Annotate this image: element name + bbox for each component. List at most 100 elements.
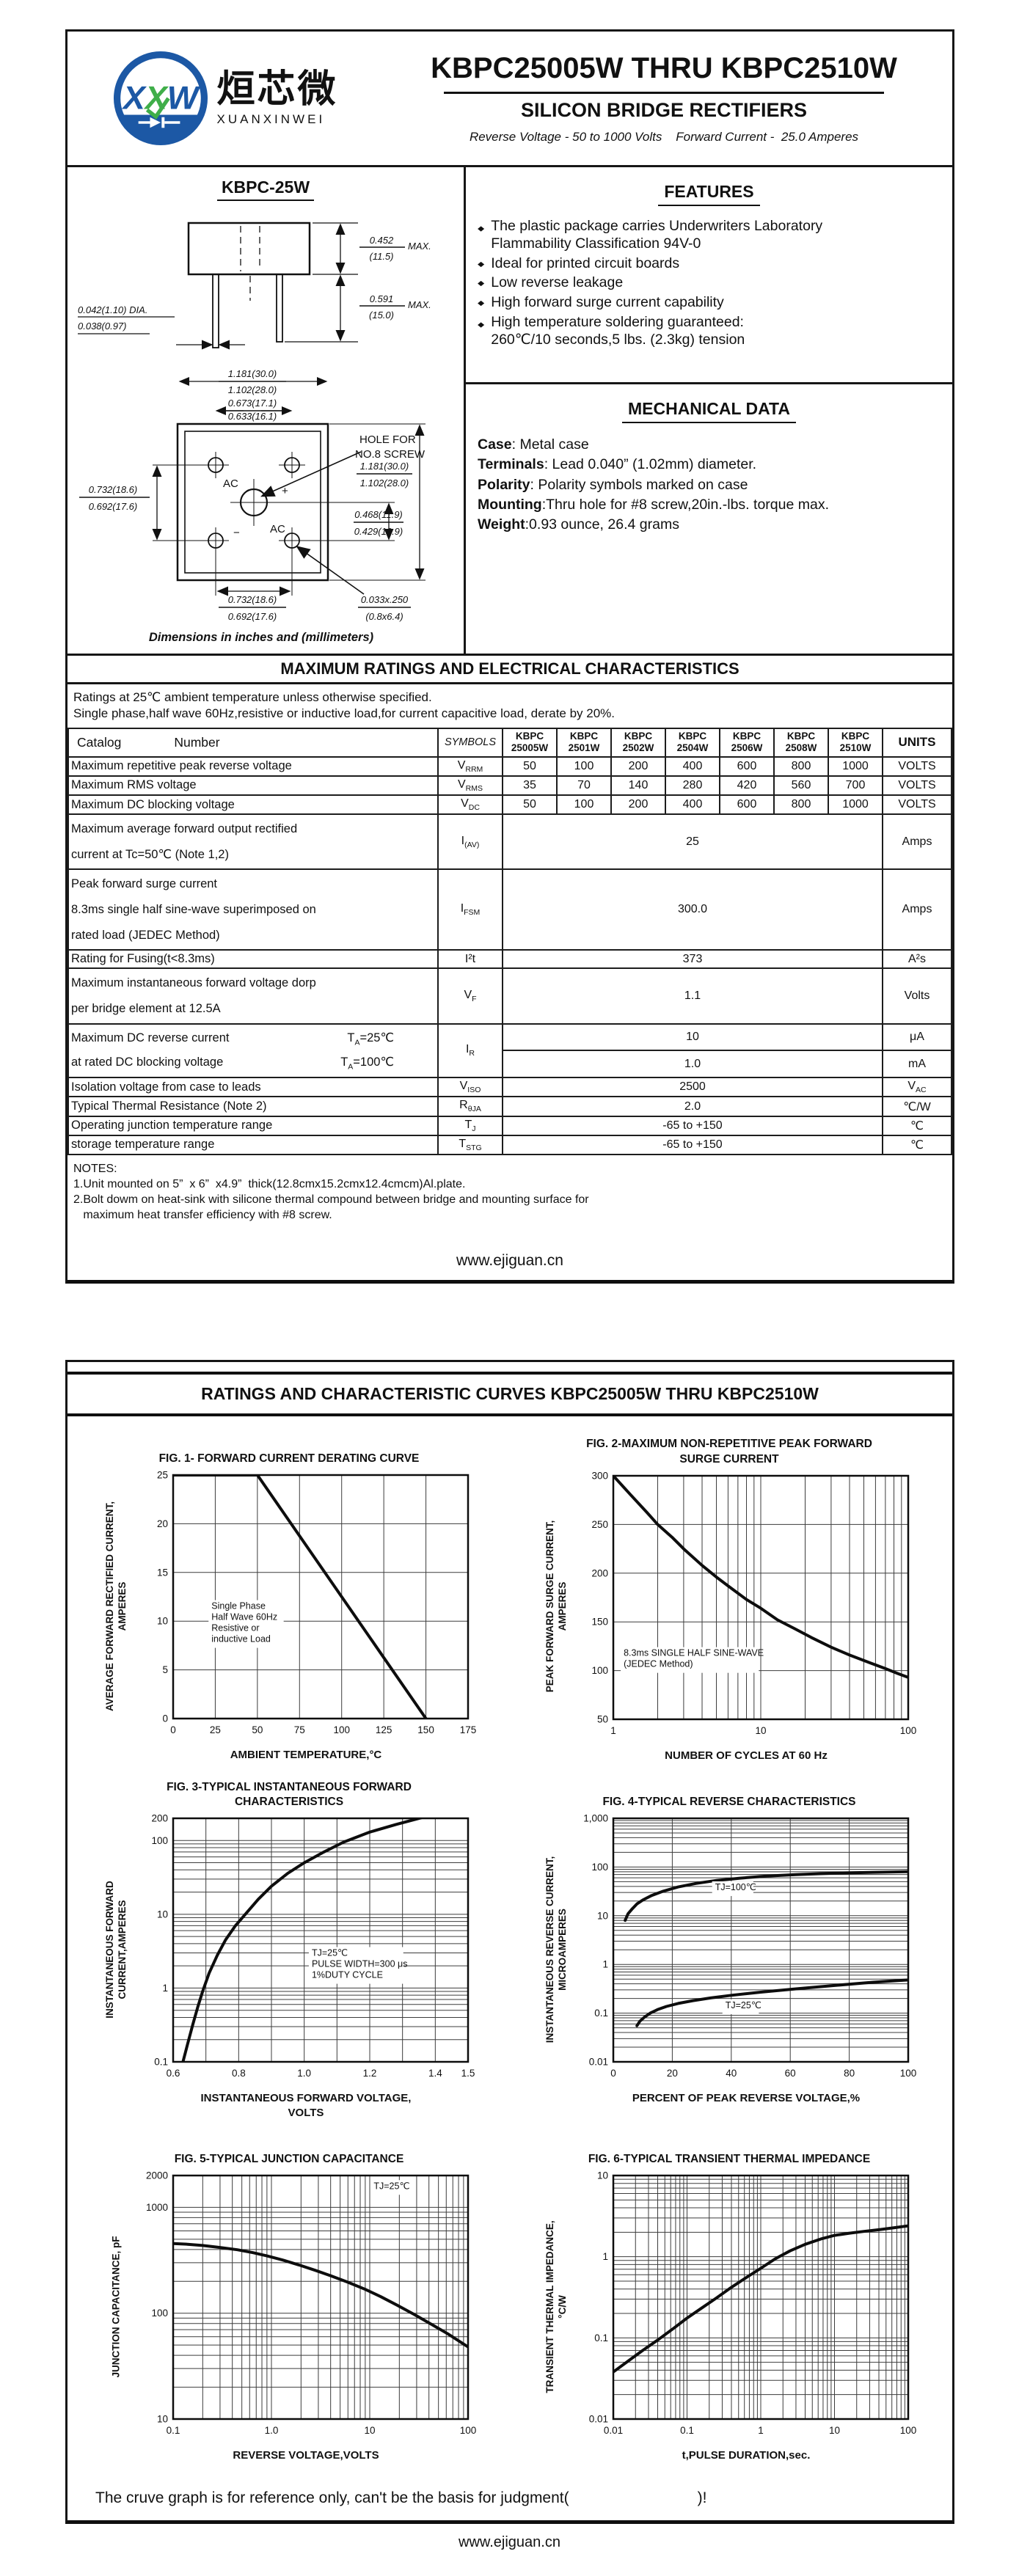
y-tick-label: 5	[162, 1665, 168, 1676]
figure-title-line: FIG. 5-TYPICAL JUNCTION CAPACITANCE	[174, 2153, 404, 2166]
label-line: Operating junction temperature range	[71, 1119, 273, 1133]
chart-annotation: inductive Load	[211, 1634, 271, 1644]
curve-surge-current	[613, 1475, 908, 1679]
part-line: KBPC	[624, 731, 653, 742]
row-unit: VOLTS	[882, 794, 952, 816]
row-symbol: I²t	[437, 949, 503, 970]
label-line: 8.3ms single half sine-wave superimposed…	[71, 903, 316, 917]
y-tick-label: 10	[157, 2414, 168, 2425]
y-tick-label: 0.1	[594, 2008, 608, 2019]
x-tick-label: 1.2	[363, 2068, 377, 2079]
row-unit: A²s	[882, 949, 952, 970]
y-tick-label: 100	[151, 1835, 168, 1846]
feature-item: ◆ High forward surge current capability	[478, 294, 941, 312]
svg-text:MAX.: MAX.	[408, 299, 431, 310]
row-value: 400	[665, 755, 720, 777]
row-symbol: I(AV)	[437, 813, 503, 871]
row-symbol: VRMS	[437, 775, 503, 796]
row-unit: Volts	[882, 967, 952, 1025]
svg-text:1.181(30.0): 1.181(30.0)	[228, 368, 277, 379]
mechanical-row: Case: Metal case	[478, 436, 589, 453]
row-symbol: IR	[437, 1022, 503, 1079]
svg-text:0.732(18.6): 0.732(18.6)	[89, 484, 138, 495]
part-number-header: KBPC 2506W	[719, 728, 775, 758]
svg-text:0.429(10.9): 0.429(10.9)	[354, 526, 403, 537]
x-axis-label: INSTANTANEOUS FORWARD VOLTAGE, VOLTS	[201, 2091, 412, 2120]
x-tick-label: 0	[170, 1724, 176, 1735]
row-unit: mA	[882, 1050, 952, 1079]
x-tick-label: 40	[726, 2068, 737, 2079]
row-unit: μA	[882, 1022, 952, 1052]
x-tick-label: 80	[844, 2068, 855, 2079]
bullet-icon: ◆	[478, 299, 485, 307]
part-line: KBPC	[841, 731, 870, 742]
row-value: -65 to +150	[502, 1115, 883, 1136]
y-axis-label-wrap: PEAK FORWARD SURGE CURRENT, AMPERES	[540, 1470, 574, 1743]
x-tick-label: 10	[755, 1725, 766, 1736]
y-axis-label-line: CURRENT,AMPERES	[117, 1900, 128, 1999]
row-value: 300.0	[502, 868, 883, 951]
x-axis-label-line: PERCENT OF PEAK REVERSE VOLTAGE,%	[632, 2092, 861, 2105]
svg-text:1.181(30.0): 1.181(30.0)	[360, 461, 409, 472]
svg-text:+: +	[282, 485, 288, 497]
chart-annotation: TJ=100℃	[715, 1882, 756, 1892]
x-tick-label: 0.8	[232, 2068, 246, 2079]
y-tick-label: 2000	[146, 2170, 168, 2181]
figure-title: FIG. 5-TYPICAL JUNCTION CAPACITANCE	[175, 2137, 404, 2167]
symbols-header: SYMBOLS	[437, 728, 503, 758]
curve-tj-100	[624, 1870, 908, 1922]
y-tick-label: 0.01	[589, 2057, 608, 2068]
x-tick-label: 175	[460, 1724, 477, 1735]
part-number-header: KBPC 25005W	[502, 728, 558, 758]
chart-area: 0.1 1 10 100 200 0.6 0.8 1.0 1.2 1.4 1.5 TJ=25℃ PULS…	[134, 1811, 478, 2087]
row-value: 25	[502, 813, 883, 871]
part-line: 2508W	[785, 742, 817, 754]
y-axis-label-line: °C/W	[557, 2295, 568, 2319]
y-tick-label: 200	[151, 1813, 168, 1824]
diode-icon	[139, 117, 180, 128]
chart-annotation: PULSE WIDTH=300 μs	[312, 1959, 408, 1969]
label-line: Maximum instantaneous forward voltage do…	[71, 976, 316, 990]
curve-tj-25	[635, 1978, 908, 2028]
feature-item: ◆ Ideal for printed circuit boards	[478, 255, 941, 273]
row-symbol: RθJA	[437, 1096, 503, 1117]
row-value: 10	[502, 1022, 883, 1052]
svg-text:(15.0): (15.0)	[369, 310, 394, 321]
part-line: 2506W	[731, 742, 763, 754]
y-axis-label-wrap: TRANSIENT THERMAL IMPEDANCE, °C/W	[540, 2170, 574, 2443]
x-axis-label: REVERSE VOLTAGE,VOLTS	[233, 2448, 379, 2463]
figure-title-line: SURGE CURRENT	[679, 1452, 779, 1466]
row-value: 2.0	[502, 1096, 883, 1117]
chart-annotation: (JEDEC Method)	[624, 1658, 693, 1669]
fig3-chart: 0.1 1 10 100 200 0.6 0.8 1.0 1.2 1.4 1.5 TJ=25℃PULS…	[151, 1813, 475, 2079]
package-outline-drawing: 0.452 (11.5) MAX. 0.591 (15.0) MAX. 0.04…	[78, 222, 431, 644]
part-number-header: KBPC 2508W	[773, 728, 829, 758]
x-tick-label: 25	[210, 1724, 221, 1735]
brand-name-cn: 烜芯微	[216, 68, 338, 111]
feature-text: Ideal for printed circuit boards	[491, 255, 679, 273]
svg-text:0.692(17.6): 0.692(17.6)	[89, 501, 138, 512]
part-line: 2501W	[568, 742, 600, 754]
notes-section: NOTES: 1.Unit mounted on 5” x 6” x4.9” th…	[67, 1155, 952, 1223]
catalog-label: Catalog	[77, 734, 122, 750]
row-symbol: TJ	[437, 1115, 503, 1136]
label-line: current at Tc=50℃ (Note 1,2)	[71, 847, 229, 861]
brand-name-en: XUANXINWEI	[216, 111, 326, 126]
label-line: per bridge element at 12.5A	[71, 1001, 221, 1015]
figure-fig3: FIG. 3-TYPICAL INSTANTANEOUS FORWARD CHAR…	[69, 1780, 509, 2120]
figure-fig4: FIG. 4-TYPICAL REVERSE CHARACTERISTICS IN…	[509, 1780, 949, 2120]
dual-label-line: Maximum DC reverse current TA=25℃	[71, 1026, 435, 1051]
row-symbol: VF	[437, 967, 503, 1025]
x-tick-label: 100	[900, 1725, 917, 1736]
row-label: Maximum RMS voltage	[67, 775, 439, 796]
row-value: 100	[556, 794, 612, 816]
row-value: 600	[719, 794, 775, 816]
mechanical-row: Weight:0.93 ounce, 26.4 grams	[478, 516, 679, 533]
svg-text:0.033x.250: 0.033x.250	[361, 594, 409, 605]
figure-title-line: FIG. 3-TYPICAL INSTANTANEOUS FORWARD	[167, 1781, 412, 1794]
label-line: rated load (JEDEC Method)	[71, 928, 220, 942]
mechanical-row: Terminals: Lead 0.040” (1.02mm) diameter…	[478, 456, 757, 473]
part-line: 2502W	[622, 742, 654, 754]
svg-text:(0.8x6.4): (0.8x6.4)	[365, 611, 403, 622]
feature-line: The plastic package carries Underwriters…	[491, 218, 823, 234]
